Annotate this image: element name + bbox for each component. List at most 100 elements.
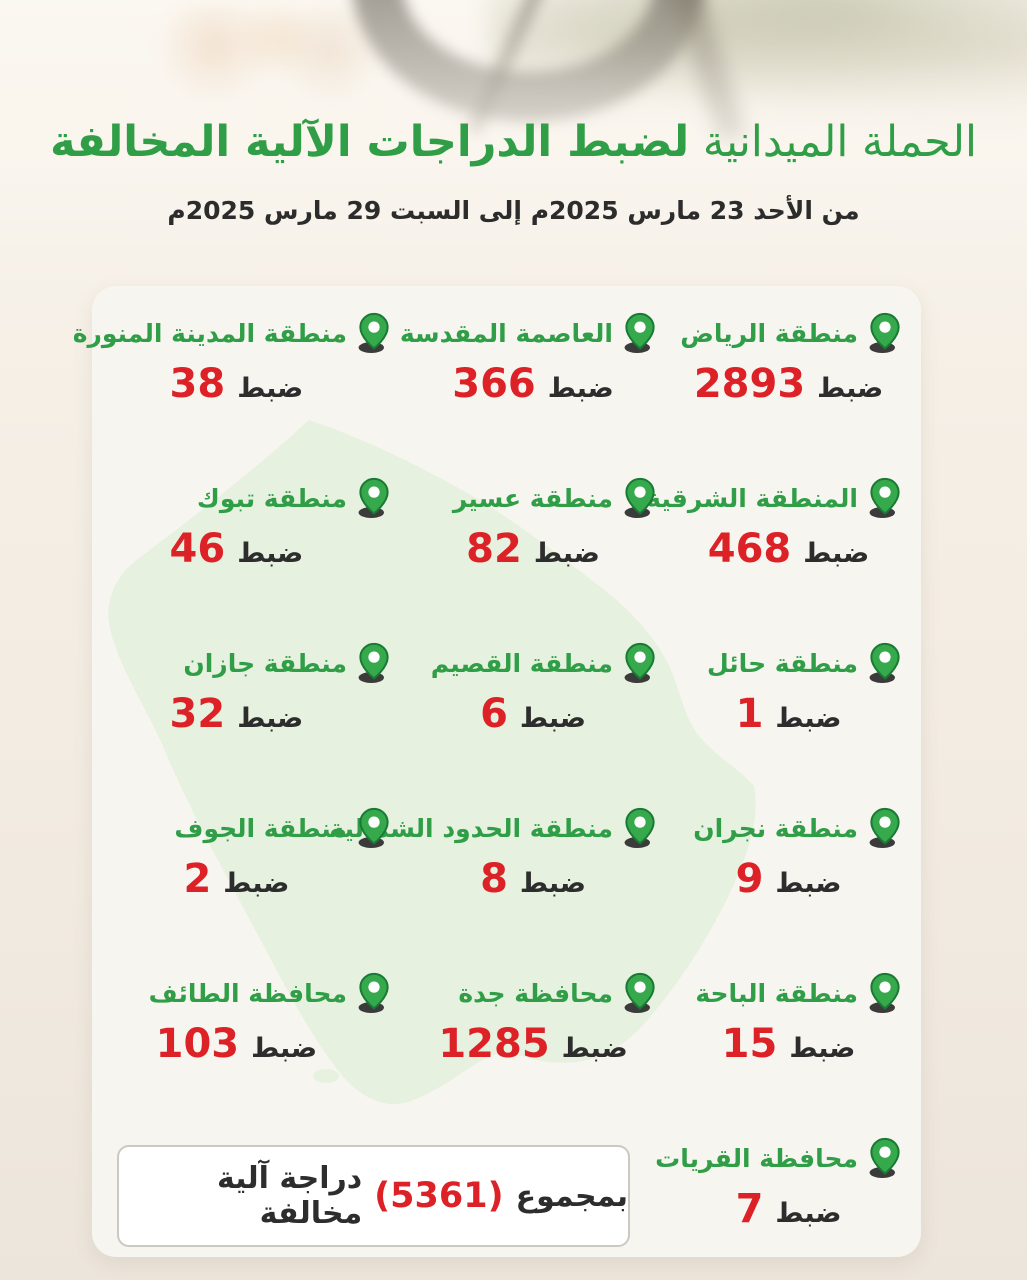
saudi-arabia-map-shape <box>108 420 756 1105</box>
location-pin-icon <box>624 807 655 848</box>
region-count: 1 <box>735 691 764 737</box>
stat-eastern: المنطقة الشرقية ضبط 468 <box>646 465 911 630</box>
region-count: 2 <box>183 856 212 902</box>
location-pin-icon <box>869 972 900 1013</box>
location-pin-icon <box>358 807 389 848</box>
region-count: 366 <box>452 361 536 407</box>
stat-value: ضبط 1285 <box>400 1022 666 1066</box>
region-count: 103 <box>155 1021 240 1067</box>
capture-label: ضبط <box>237 538 304 569</box>
stat-head: منطقة الرياض <box>666 312 911 354</box>
location-pin-icon <box>358 972 389 1013</box>
stat-head: منطقة الحدود الشمالية <box>329 807 666 849</box>
title-bold-part: لضبط الدراجات الآلية المخالفة <box>50 117 690 167</box>
stat-head: منطقة الجوف <box>73 807 400 849</box>
capture-label: ضبط <box>775 1198 842 1229</box>
stat-makkah: العاصمة المقدسة ضبط 366 <box>400 300 666 465</box>
total-suffix: دراجة آلية مخالفة <box>216 1161 363 1231</box>
stat-hail: منطقة حائل ضبط 1 <box>666 630 911 795</box>
hero-photo <box>0 0 1027 265</box>
region-name: المنطقة الشرقية <box>646 483 858 513</box>
stat-value: ضبط 2893 <box>666 362 911 406</box>
region-count: 8 <box>480 856 508 902</box>
stat-value: ضبط 366 <box>400 362 666 406</box>
capture-label: ضبط <box>251 1033 318 1064</box>
stat-jouf: منطقة الجوف ضبط 2 <box>73 795 400 960</box>
capture-label: ضبط <box>519 703 586 734</box>
stat-value: ضبط 46 <box>73 527 400 571</box>
stat-value: ضبط 6 <box>400 692 666 736</box>
stat-head: محافظة الطائف <box>73 972 400 1014</box>
stat-riyadh: منطقة الرياض ضبط 2893 <box>666 300 911 465</box>
region-name: منطقة القصيم <box>430 648 613 678</box>
region-count: 2893 <box>693 361 806 407</box>
stat-head: منطقة جازان <box>73 642 400 684</box>
total-box: بمجموع (5361) دراجة آلية مخالفة <box>116 1145 630 1247</box>
region-count: 15 <box>721 1021 778 1067</box>
stat-head: المنطقة الشرقية <box>646 477 911 519</box>
location-pin-icon <box>869 312 900 353</box>
region-count: 1285 <box>438 1021 550 1067</box>
region-name: العاصمة المقدسة <box>399 318 613 348</box>
capture-label: ضبط <box>223 868 290 899</box>
location-pin-icon <box>624 972 655 1013</box>
stat-baha: منطقة الباحة ضبط 15 <box>666 960 911 1125</box>
title-regular-part: الحملة الميدانية <box>702 117 977 167</box>
region-name: منطقة جازان <box>183 648 347 678</box>
stat-head: منطقة القصيم <box>400 642 666 684</box>
capture-label: ضبط <box>519 868 586 899</box>
stat-tabuk: منطقة تبوك ضبط 46 <box>73 465 400 630</box>
stat-head: منطقة تبوك <box>73 477 400 519</box>
stat-qurayyat: محافظة القريات ضبط 7 <box>655 1125 911 1257</box>
capture-label: ضبط <box>547 373 614 404</box>
stat-value: ضبط 8 <box>400 857 666 901</box>
region-name: منطقة الباحة <box>695 978 858 1008</box>
location-pin-icon <box>869 642 900 683</box>
stat-head: محافظة جدة <box>400 972 666 1014</box>
capture-label: ضبط <box>775 703 842 734</box>
region-name: منطقة المدينة المنورة <box>72 318 347 348</box>
capture-label: ضبط <box>817 373 884 404</box>
region-name: محافظة جدة <box>458 978 613 1008</box>
stat-value: ضبط 103 <box>73 1022 400 1066</box>
total-prefix: بمجموع <box>515 1178 628 1214</box>
stat-value: ضبط 32 <box>73 692 400 736</box>
stat-value: ضبط 7 <box>666 1187 911 1231</box>
stat-value: ضبط 38 <box>73 362 400 406</box>
stat-jazan: منطقة جازان ضبط 32 <box>73 630 400 795</box>
stats-card: منطقة الرياض ضبط 2893 العاصمة المقدسة ضب… <box>73 286 921 1257</box>
stat-value: ضبط 2 <box>73 857 400 901</box>
stat-value: ضبط 15 <box>666 1022 911 1066</box>
stat-northern-borders: منطقة الحدود الشمالية ضبط 8 <box>329 795 666 960</box>
location-pin-icon <box>624 312 655 353</box>
stat-jeddah: محافظة جدة ضبط 1285 <box>400 960 666 1125</box>
stat-head: العاصمة المقدسة <box>400 312 666 354</box>
region-name: منطقة الرياض <box>680 318 858 348</box>
location-pin-icon <box>869 1137 900 1178</box>
location-pin-icon <box>358 477 389 518</box>
capture-label: ضبط <box>237 703 304 734</box>
capture-label: ضبط <box>237 373 304 404</box>
location-pin-icon <box>869 477 900 518</box>
location-pin-icon <box>624 477 655 518</box>
stat-value: ضبط 9 <box>666 857 911 901</box>
region-name: منطقة عسير <box>452 483 613 513</box>
location-pin-icon <box>358 642 389 683</box>
region-name: محافظة القريات <box>655 1143 858 1173</box>
capture-label: ضبط <box>775 868 842 899</box>
stat-madinah: منطقة المدينة المنورة ضبط 38 <box>73 300 400 465</box>
stat-head: منطقة عسير <box>400 477 666 519</box>
region-count: 9 <box>735 856 764 902</box>
stat-qassim: منطقة القصيم ضبط 6 <box>400 630 666 795</box>
region-name: محافظة الطائف <box>148 978 347 1008</box>
stat-value: ضبط 82 <box>400 527 666 571</box>
capture-label: ضبط <box>803 538 870 569</box>
saudi-arabia-map <box>96 414 786 1114</box>
region-name: منطقة نجران <box>693 813 858 843</box>
photo-fade-overlay <box>0 0 1027 265</box>
regions-grid: منطقة الرياض ضبط 2893 العاصمة المقدسة ضب… <box>73 286 921 1257</box>
stat-head: منطقة الباحة <box>666 972 911 1014</box>
stat-taif: محافظة الطائف ضبط 103 <box>73 960 400 1125</box>
region-count: 468 <box>707 526 792 572</box>
